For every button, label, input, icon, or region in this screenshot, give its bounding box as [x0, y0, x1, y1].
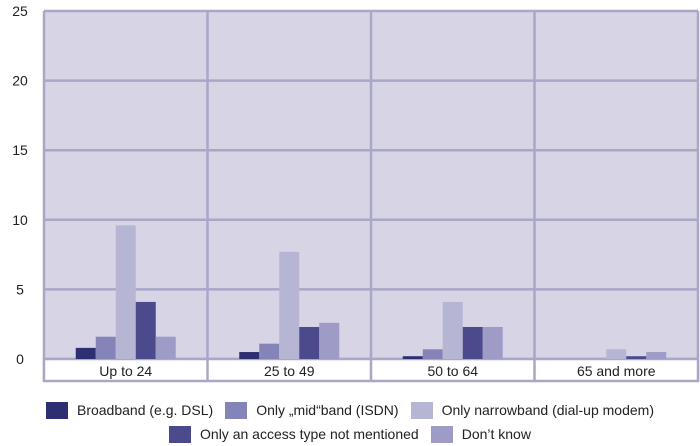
- x-category-label: 25 to 49: [264, 363, 315, 379]
- grid-lines: [42, 9, 700, 383]
- bar-only-narrowband-dial-up-modem-0: [115, 225, 136, 359]
- bar-only-narrowband-dial-up-modem-3: [606, 349, 627, 359]
- x-axis-categories: Up to 24 25 to 49 50 to 64 65 and more: [99, 363, 655, 379]
- y-tick-label: 25: [12, 3, 28, 19]
- bar-only-mid-band-isdn-0: [95, 336, 116, 359]
- bar-only-an-access-type-not-mentioned-3: [626, 356, 647, 359]
- legend-item-narrowband: Only narrowband (dial-up modem): [410, 401, 654, 419]
- bar-broadband-e-g-dsl-1: [239, 352, 260, 359]
- legend-row-2: Only an access type not mentioned Don’t …: [0, 422, 700, 446]
- bar-don-t-know-2: [482, 326, 503, 359]
- legend-swatch-midband: [225, 401, 248, 419]
- bar-only-narrowband-dial-up-modem-1: [279, 251, 300, 359]
- legend-item-dont-know: Don’t know: [430, 425, 531, 443]
- bars: [75, 225, 667, 359]
- legend-swatch-broadband: [45, 401, 68, 419]
- bar-only-mid-band-isdn-1: [259, 343, 280, 359]
- x-category-label: Up to 24: [99, 363, 152, 379]
- legend-item-broadband: Broadband (e.g. DSL): [45, 401, 214, 419]
- legend-item-midband: Only „mid“band (ISDN): [225, 401, 399, 419]
- legend-label-midband: Only „mid“band (ISDN): [256, 402, 399, 418]
- legend-swatch-dont-know: [430, 425, 453, 443]
- legend-swatch-not-mentioned: [169, 425, 192, 443]
- bar-broadband-e-g-dsl-2: [402, 356, 423, 359]
- legend-label-narrowband: Only narrowband (dial-up modem): [441, 402, 654, 418]
- legend-item-not-mentioned: Only an access type not mentioned: [169, 425, 419, 443]
- legend-label-broadband: Broadband (e.g. DSL): [76, 402, 214, 418]
- bar-don-t-know-3: [646, 352, 667, 359]
- x-category-label: 50 to 64: [427, 363, 478, 379]
- bar-only-an-access-type-not-mentioned-2: [462, 326, 483, 359]
- bar-don-t-know-0: [155, 336, 176, 359]
- bar-only-an-access-type-not-mentioned-1: [299, 326, 320, 359]
- y-axis-ticks: 0 5 10 15 20 25: [12, 3, 28, 367]
- y-tick-label: 20: [12, 73, 28, 89]
- legend-row-1: Broadband (e.g. DSL) Only „mid“band (ISD…: [0, 398, 700, 422]
- legend-label-dont-know: Don’t know: [461, 426, 531, 442]
- bar-only-mid-band-isdn-2: [422, 349, 443, 359]
- y-tick-label: 10: [12, 212, 28, 228]
- y-tick-label: 5: [16, 281, 24, 297]
- bar-only-narrowband-dial-up-modem-2: [442, 301, 463, 359]
- legend-label-not-mentioned: Only an access type not mentioned: [200, 426, 419, 442]
- bar-only-an-access-type-not-mentioned-0: [135, 301, 156, 359]
- legend-swatch-narrowband: [410, 401, 433, 419]
- bar-broadband-e-g-dsl-0: [75, 347, 96, 359]
- y-tick-label: 15: [12, 142, 28, 158]
- bar-don-t-know-1: [319, 322, 340, 359]
- y-tick-label: 0: [16, 351, 24, 367]
- x-category-label: 65 and more: [577, 363, 656, 379]
- legend: Broadband (e.g. DSL) Only „mid“band (ISD…: [0, 398, 700, 446]
